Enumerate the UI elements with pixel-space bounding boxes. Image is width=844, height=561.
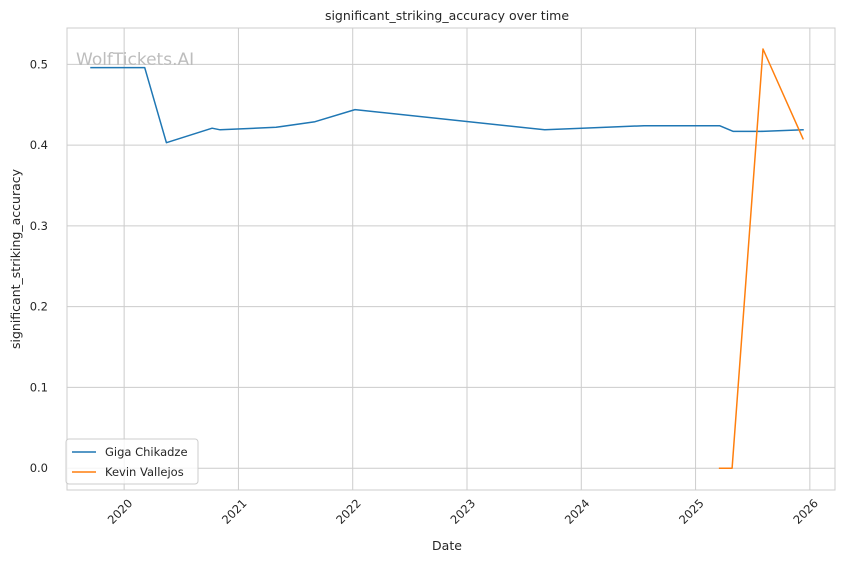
watermark-text: WolfTickets.AI: [76, 50, 194, 70]
x-tick-label: 2026: [790, 496, 821, 527]
legend: Giga Chikadze Kevin Vallejos: [65, 438, 199, 485]
x-tick-label: 2024: [562, 496, 593, 527]
y-tick-label: 0.4: [30, 138, 48, 152]
y-tick-label: 0.0: [30, 461, 48, 475]
y-tick-label: 0.3: [30, 219, 48, 233]
plot-background: [67, 28, 835, 490]
x-axis-ticks: 2020 2021 2022 2023 2024 2025 2026: [105, 496, 821, 527]
x-tick-label: 2020: [105, 496, 136, 527]
legend-label: Giga Chikadze: [105, 445, 188, 459]
y-axis-ticks: 0.0 0.1 0.2 0.3 0.4 0.5: [30, 57, 48, 475]
y-axis-label: significant_striking_accuracy: [8, 168, 23, 349]
plot-frame: [66, 27, 836, 491]
x-tick-label: 2023: [448, 496, 479, 527]
plot-border: [66, 27, 836, 491]
chart-title: significant_striking_accuracy over time: [325, 8, 569, 23]
y-tick-label: 0.5: [30, 57, 48, 71]
legend-box: [65, 438, 199, 485]
series-line-0: [90, 66, 804, 144]
series-layer: [90, 48, 804, 469]
plot-area: [67, 28, 835, 490]
x-tick-label: 2021: [219, 496, 250, 527]
y-tick-label: 0.2: [30, 300, 48, 314]
legend-label: Kevin Vallejos: [105, 465, 184, 479]
grid-lines: [67, 28, 835, 490]
x-tick-label: 2022: [333, 496, 364, 527]
series-line-1: [718, 48, 804, 469]
x-tick-label: 2025: [676, 496, 707, 527]
y-tick-label: 0.1: [30, 380, 48, 394]
x-axis-label: Date: [432, 538, 462, 553]
